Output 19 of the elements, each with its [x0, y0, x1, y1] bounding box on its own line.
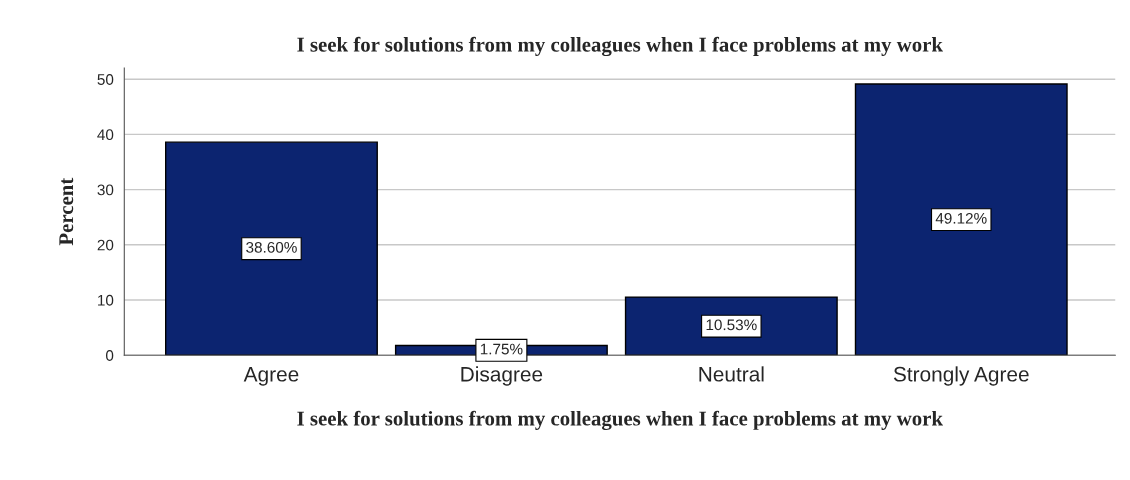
bar [854, 83, 1068, 356]
data-label: 38.60% [246, 241, 297, 253]
x-tick-label: Neutral [699, 366, 764, 382]
x-axis-title: I seek for solutions from my colleagues when I face problems at my work [297, 410, 943, 430]
x-tick-label: Strongly Agree [893, 366, 1029, 386]
y-tick-label: 0 [105, 350, 114, 361]
data-label: 10.53% [706, 319, 757, 331]
data-label: 49.12% [935, 212, 987, 224]
chart-title: I seek for solutions from my colleagues when I face problems at my work [297, 36, 943, 57]
bar [164, 141, 378, 356]
y-tick-label: 40 [97, 129, 114, 141]
y-axis-title: Percent [59, 177, 74, 246]
y-tick-label: 10 [98, 294, 114, 306]
y-tick-label: 30 [97, 184, 114, 196]
x-tick-label: Agree [243, 367, 299, 386]
y-tick-label: 50 [97, 74, 114, 85]
x-tick-label: Disagree [461, 366, 543, 386]
y-tick-label: 20 [97, 239, 114, 251]
data-label: 1.75% [480, 343, 523, 355]
